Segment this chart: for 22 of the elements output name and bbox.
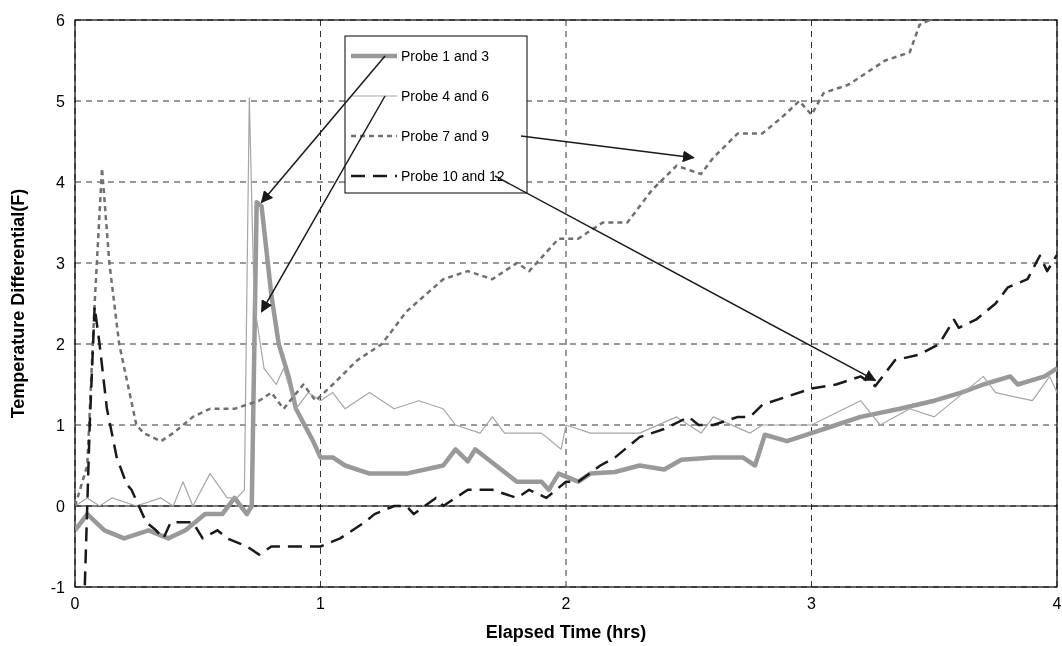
y-tick-label: 2 — [56, 336, 66, 353]
y-tick-label: 3 — [56, 255, 66, 272]
legend-label: Probe 10 and 12 — [401, 168, 505, 184]
legend-label: Probe 1 and 3 — [401, 48, 490, 64]
line-series — [83, 253, 1057, 587]
y-tick-label: 6 — [56, 12, 66, 29]
x-tick-label: 3 — [807, 595, 817, 612]
x-tick-label: 4 — [1052, 595, 1062, 612]
y-tick-label: 5 — [56, 93, 66, 110]
y-tick-label: 1 — [56, 417, 66, 434]
x-tick-label: 0 — [70, 595, 80, 612]
x-tick-label: 2 — [561, 595, 571, 612]
y-tick-label: 4 — [56, 174, 66, 191]
legend-label: Probe 7 and 9 — [401, 128, 490, 144]
legend-label: Probe 4 and 6 — [401, 88, 490, 104]
line-series — [75, 200, 1057, 541]
y-axis-title: Temperature Differential(F) — [8, 188, 28, 419]
x-axis-title: Elapsed Time (hrs) — [485, 622, 647, 642]
y-tick-label: 0 — [56, 498, 66, 515]
x-tick-label: 1 — [316, 595, 326, 612]
line-series — [75, 20, 931, 508]
y-tick-label: -1 — [50, 579, 66, 596]
